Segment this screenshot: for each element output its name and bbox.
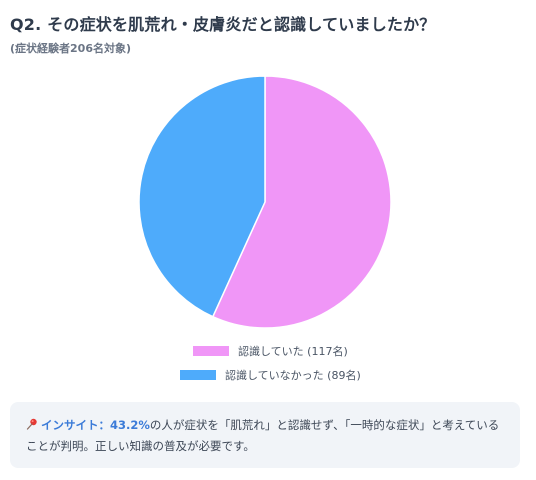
pushpin-icon: [26, 416, 38, 430]
pie-chart: [138, 75, 392, 329]
pie-slice-recognized[interactable]: [211, 75, 392, 329]
insight-text-1: の人が症状を「肌荒れ」と認識せず、「一時的な症状」と考えている: [149, 418, 500, 432]
insight-text-2: ことが判明。正しい知識の普及が必要です。: [26, 439, 255, 453]
chart-subtitle: (症状経験者206名対象): [10, 42, 132, 55]
insight-box: インサイト：43.2%の人が症状を「肌荒れ」と認識せず、「一時的な症状」と考えて…: [10, 402, 520, 468]
pie-slice-not-recognized[interactable]: [138, 75, 266, 318]
insight-line-2: ことが判明。正しい知識の普及が必要です。: [26, 436, 504, 457]
chart-title: Q2. その症状を肌荒れ・皮膚炎だと認識していましたか？: [10, 15, 436, 34]
legend-item-not-recognized[interactable]: 認識していなかった (89名): [180, 367, 361, 383]
legend-label-not-recognized: 認識していなかった (89名): [225, 369, 361, 382]
insight-line-1: インサイト：43.2%の人が症状を「肌荒れ」と認識せず、「一時的な症状」と考えて…: [26, 415, 504, 436]
legend-item-recognized[interactable]: 認識していた (117名): [193, 343, 348, 359]
legend-swatch-recognized: [193, 346, 229, 356]
legend-swatch-not-recognized: [180, 370, 216, 380]
legend-label-recognized: 認識していた (117名): [238, 345, 348, 358]
insight-headline: インサイト：43.2%: [41, 418, 150, 432]
